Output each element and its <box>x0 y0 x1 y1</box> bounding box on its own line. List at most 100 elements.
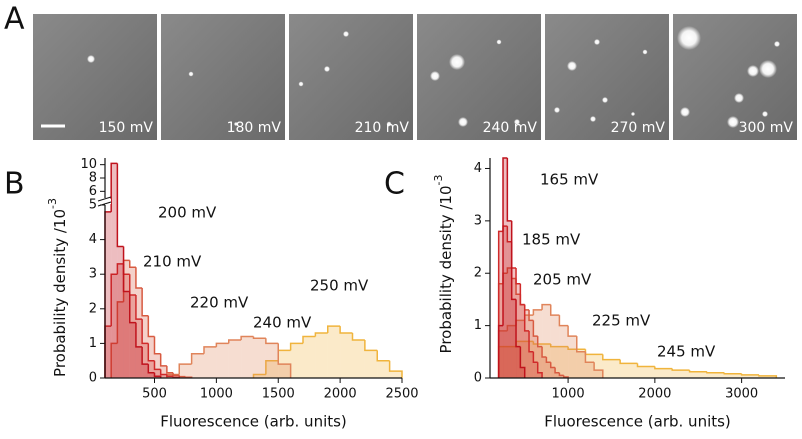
particle <box>602 97 608 103</box>
histogram-outline <box>510 220 517 301</box>
histogram-outline <box>558 315 569 327</box>
particle <box>449 54 465 70</box>
histogram-bin <box>550 315 560 378</box>
image-label: 270 mV <box>611 120 666 136</box>
histogram-outline <box>532 341 551 345</box>
histogram-outline <box>172 372 180 376</box>
y-tick-label: 5 <box>89 198 97 213</box>
histogram-outline <box>376 350 390 362</box>
histogram-bin <box>568 349 586 378</box>
y-axis-label: Probability density /10-3 <box>432 175 455 354</box>
histogram-outline <box>506 158 512 222</box>
histogram-bin <box>105 326 112 378</box>
histogram-bin <box>724 373 742 378</box>
y-axis-label: Probability density /10-3 <box>46 198 69 377</box>
histogram-bin <box>498 346 517 378</box>
histogram-bin <box>498 330 508 378</box>
histogram-outline <box>147 364 155 374</box>
histogram-outline <box>519 283 525 306</box>
histogram-bin <box>555 372 560 378</box>
image-label: 210 mV <box>355 120 410 136</box>
histogram-outline <box>159 369 167 376</box>
particle <box>677 26 701 50</box>
histogram-bin <box>265 360 279 378</box>
histogram-bin <box>154 369 161 378</box>
histogram-outline <box>166 374 174 378</box>
histogram-bin <box>160 365 167 378</box>
histogram-outline <box>558 372 564 377</box>
y-tick-label: 2 <box>89 301 97 316</box>
histogram-outline <box>497 324 504 378</box>
histogram-outline <box>506 267 512 274</box>
y-axis-label-text: Probability density /10 <box>51 209 69 377</box>
series-label: 200 mV <box>158 204 217 222</box>
histogram-outline <box>252 336 266 339</box>
x-tick-label: 3000 <box>725 387 758 402</box>
histogram-outline <box>593 362 604 378</box>
histogram-bin <box>129 294 136 378</box>
histogram-bin <box>620 363 638 378</box>
histogram-outline <box>619 359 638 365</box>
histogram-bin <box>546 362 551 378</box>
histogram-bin <box>142 343 149 378</box>
histogram-outline <box>567 325 577 337</box>
y-tick-label: 3 <box>89 267 97 282</box>
histogram-bin <box>706 372 725 378</box>
histogram-bin <box>216 343 229 378</box>
histogram-outline <box>532 320 538 337</box>
particle <box>680 107 690 117</box>
histogram-bin <box>253 374 266 378</box>
particle <box>298 81 304 87</box>
histogram-bin <box>154 353 161 378</box>
histogram-bin <box>568 336 577 378</box>
histogram-outline <box>536 336 543 348</box>
histogram-outline <box>228 339 242 344</box>
histogram-outline <box>116 263 124 275</box>
image-label: 300 mV <box>739 120 794 136</box>
histogram-bin <box>290 343 303 378</box>
histogram-bin <box>520 367 525 378</box>
particle <box>642 49 648 55</box>
histogram-bin <box>303 336 316 378</box>
histogram-bin <box>135 288 143 378</box>
histogram-outline <box>166 365 174 374</box>
histogram-bin <box>123 274 130 378</box>
histogram-bin <box>511 268 517 378</box>
x-tick-label: 1500 <box>262 387 295 402</box>
histogram-outline <box>671 368 690 371</box>
histogram-outline <box>141 288 149 317</box>
series-label: 210 mV <box>143 253 202 271</box>
histogram-bin <box>142 315 149 378</box>
histogram-outline <box>147 315 155 338</box>
particle <box>87 55 95 63</box>
histogram-outline <box>129 260 136 269</box>
histogram-bin <box>123 291 130 378</box>
histogram-outline <box>541 303 551 310</box>
histogram-bin <box>524 330 530 378</box>
panel-label: B <box>4 167 25 202</box>
image-label: 240 mV <box>483 120 538 136</box>
histogram-bin <box>352 339 365 378</box>
x-tick-label: 2000 <box>324 387 357 402</box>
histogram-outline <box>116 163 124 248</box>
histogram-bin <box>637 366 655 378</box>
histogram-bin <box>204 346 217 378</box>
y-tick-label: 4 <box>474 161 482 176</box>
histogram-bin <box>511 278 517 378</box>
histogram-outline <box>654 366 673 370</box>
histogram-bin <box>111 274 118 378</box>
histogram-outline <box>740 373 759 376</box>
histogram-outline <box>153 360 161 371</box>
histogram-bin <box>529 351 534 378</box>
histogram-bin <box>516 346 521 378</box>
y-tick-label: 8 <box>89 171 97 186</box>
series-label: 225 mV <box>592 312 651 330</box>
panel-label: C <box>384 167 405 202</box>
histogram-bin <box>105 211 112 378</box>
histogram-bin <box>148 372 155 378</box>
y-tick-label: 6 <box>89 184 97 199</box>
histogram-bin <box>689 371 707 378</box>
panel-label: A <box>4 2 25 37</box>
histogram-outline <box>636 363 655 368</box>
x-tick-label: 1000 <box>200 387 233 402</box>
